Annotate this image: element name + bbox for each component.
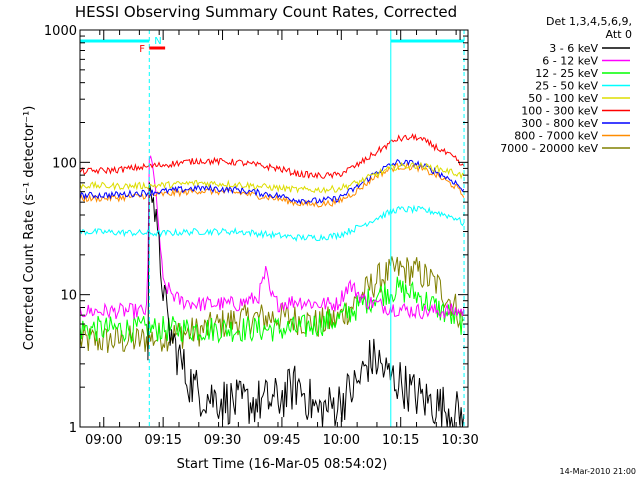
x-tick-label: 09:15 — [144, 433, 181, 448]
series-line-25-50-kev — [79, 204, 465, 242]
plot-frame — [79, 29, 469, 428]
legend-entry-label: 100 - 300 keV — [521, 105, 598, 118]
x-tick-label: 09:30 — [204, 433, 241, 448]
series-line-800-7000-kev — [79, 162, 465, 208]
x-tick-label: 10:00 — [323, 433, 360, 448]
y-tick-label: 1 — [69, 421, 77, 436]
x-tick-label: 10:15 — [382, 433, 419, 448]
series-layer — [79, 132, 465, 428]
series-line-12-25-kev — [79, 276, 465, 344]
x-tick-label: 10:30 — [441, 433, 478, 448]
chart-title: HESSI Observing Summary Count Rates, Cor… — [75, 3, 457, 21]
y-tick-label: 100 — [52, 156, 77, 171]
series-line-3-6-kev — [147, 182, 465, 428]
series-line-50-100-kev — [79, 161, 465, 194]
y-axis: 1 10 100 1000 — [44, 24, 468, 436]
legend-entry-label: 12 - 25 keV — [535, 67, 598, 80]
flare-flag-label: F — [139, 44, 145, 55]
legend-entry-label: 25 - 50 keV — [535, 80, 598, 93]
legend-entry-label: 7000 - 20000 keV — [500, 142, 598, 155]
footer-timestamp: 14-Mar-2010 21:00 — [560, 467, 637, 476]
series-line-100-300-kev — [79, 132, 465, 180]
legend-entry-label: 50 - 100 keV — [528, 92, 598, 105]
x-axis-label: Start Time (16-Mar-05 08:54:02) — [177, 457, 388, 472]
flags-layer: NF — [79, 30, 465, 427]
legend-entry-label: 300 - 800 keV — [521, 117, 598, 130]
series-line-7000-20000-kev — [79, 256, 465, 353]
series-line-6-12-kev — [79, 155, 465, 320]
legend-header-line-1: Det 1,3,4,5,6,9, — [546, 15, 632, 28]
legend-entry-label: 800 - 7000 keV — [514, 130, 598, 143]
x-axis: 09:00 09:15 09:30 09:45 10:00 10:15 10:30 — [79, 30, 479, 448]
y-axis-label: Corrected Count Rate (s⁻¹ detector⁻¹) — [22, 106, 37, 351]
x-tick-label: 09:00 — [85, 433, 122, 448]
legend-header-line-2: Att 0 — [606, 28, 632, 41]
y-tick-label: 1000 — [44, 24, 77, 39]
legend-entry-label: 6 - 12 keV — [542, 55, 598, 68]
x-tick-label: 09:45 — [263, 433, 300, 448]
series-line-300-800-kev — [79, 158, 465, 205]
night-flag-label: N — [154, 36, 161, 47]
y-tick-label: 10 — [60, 289, 77, 304]
legend-entry-label: 3 - 6 keV — [549, 42, 598, 55]
